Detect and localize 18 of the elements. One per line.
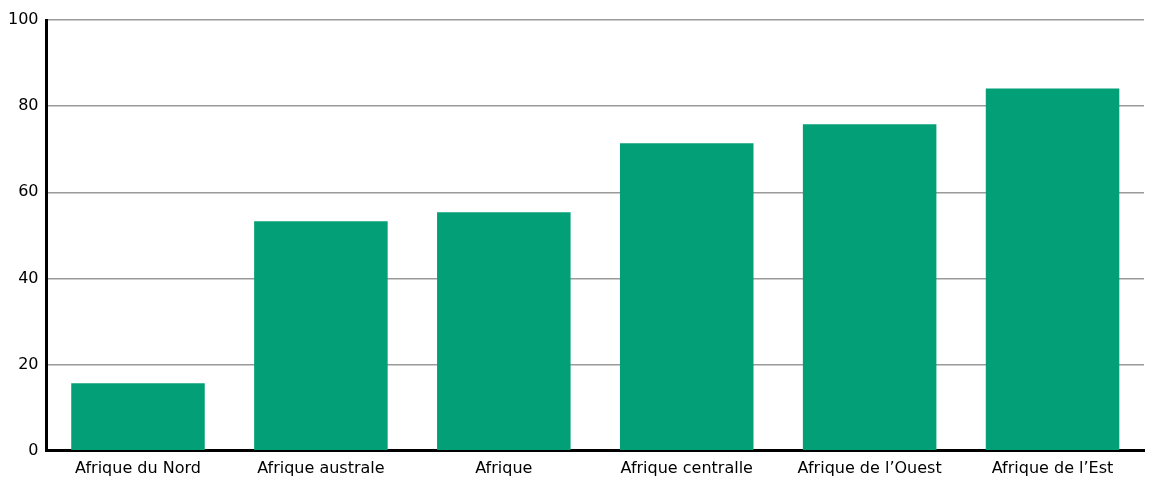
x-tick-label: Afrique de l’Ouest	[797, 457, 942, 477]
bar	[254, 221, 388, 451]
y-tick-label: 60	[18, 181, 39, 201]
bar	[802, 124, 937, 451]
y-tick-label: 40	[18, 267, 39, 287]
y-tick-label: 20	[18, 353, 39, 373]
bar	[985, 88, 1120, 451]
x-tick-label: Afrique du Nord	[75, 457, 201, 477]
y-tick-label: 80	[18, 95, 39, 115]
y-tick-label: 0	[28, 439, 39, 459]
x-tick-label: Afrique centralle	[620, 457, 753, 477]
x-tick-label: Afrique de l’Est	[991, 457, 1114, 477]
bar	[619, 143, 754, 451]
x-tick-label: Afrique	[475, 457, 533, 477]
bar	[71, 383, 205, 451]
y-tick-label: 100	[7, 9, 39, 29]
x-tick-label: Afrique australe	[257, 457, 385, 477]
bar	[437, 212, 571, 451]
